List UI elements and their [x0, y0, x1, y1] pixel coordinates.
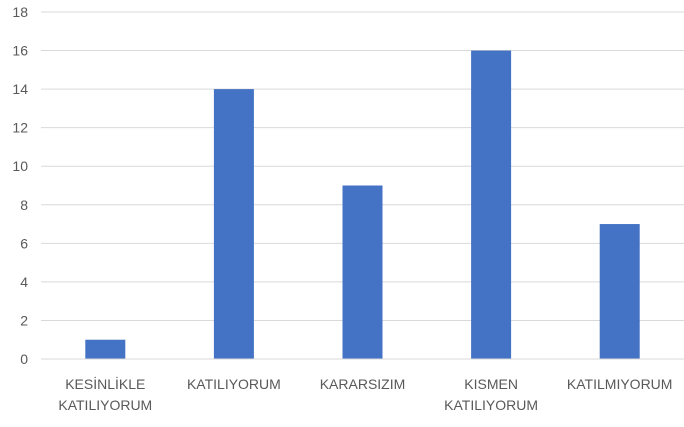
bars: [85, 50, 640, 360]
y-tick-label: 2: [20, 312, 28, 328]
y-tick-label: 4: [20, 274, 28, 290]
y-tick-label: 14: [12, 81, 28, 97]
y-axis-ticks: 0 2 4 6 8 10 12 14 16 18: [12, 4, 28, 367]
y-tick-label: 0: [20, 351, 28, 367]
bar: [471, 50, 512, 360]
bar: [342, 185, 383, 359]
bar: [599, 224, 640, 359]
y-tick-label: 10: [12, 158, 28, 174]
y-tick-label: 16: [12, 43, 28, 59]
y-tick-label: 6: [20, 235, 28, 251]
bar: [213, 89, 254, 359]
y-tick-label: 18: [12, 4, 28, 20]
y-tick-label: 12: [12, 120, 28, 136]
x-tick-label: KATILIYORUM: [187, 376, 281, 392]
x-tick-label: KESİNLİKLE KATILIYORUM: [58, 375, 152, 413]
x-tick-label: KISMEN KATILIYORUM: [444, 376, 538, 413]
bar: [85, 339, 126, 359]
grid-lines: [41, 11, 684, 321]
x-tick-label: KATILMIYORUM: [567, 376, 673, 392]
x-axis-labels: KESİNLİKLE KATILIYORUM KATILIYORUM KARARSIZ…: [58, 375, 672, 413]
x-tick-label: KARARSIZIM: [320, 376, 406, 392]
y-tick-label: 8: [20, 197, 28, 213]
